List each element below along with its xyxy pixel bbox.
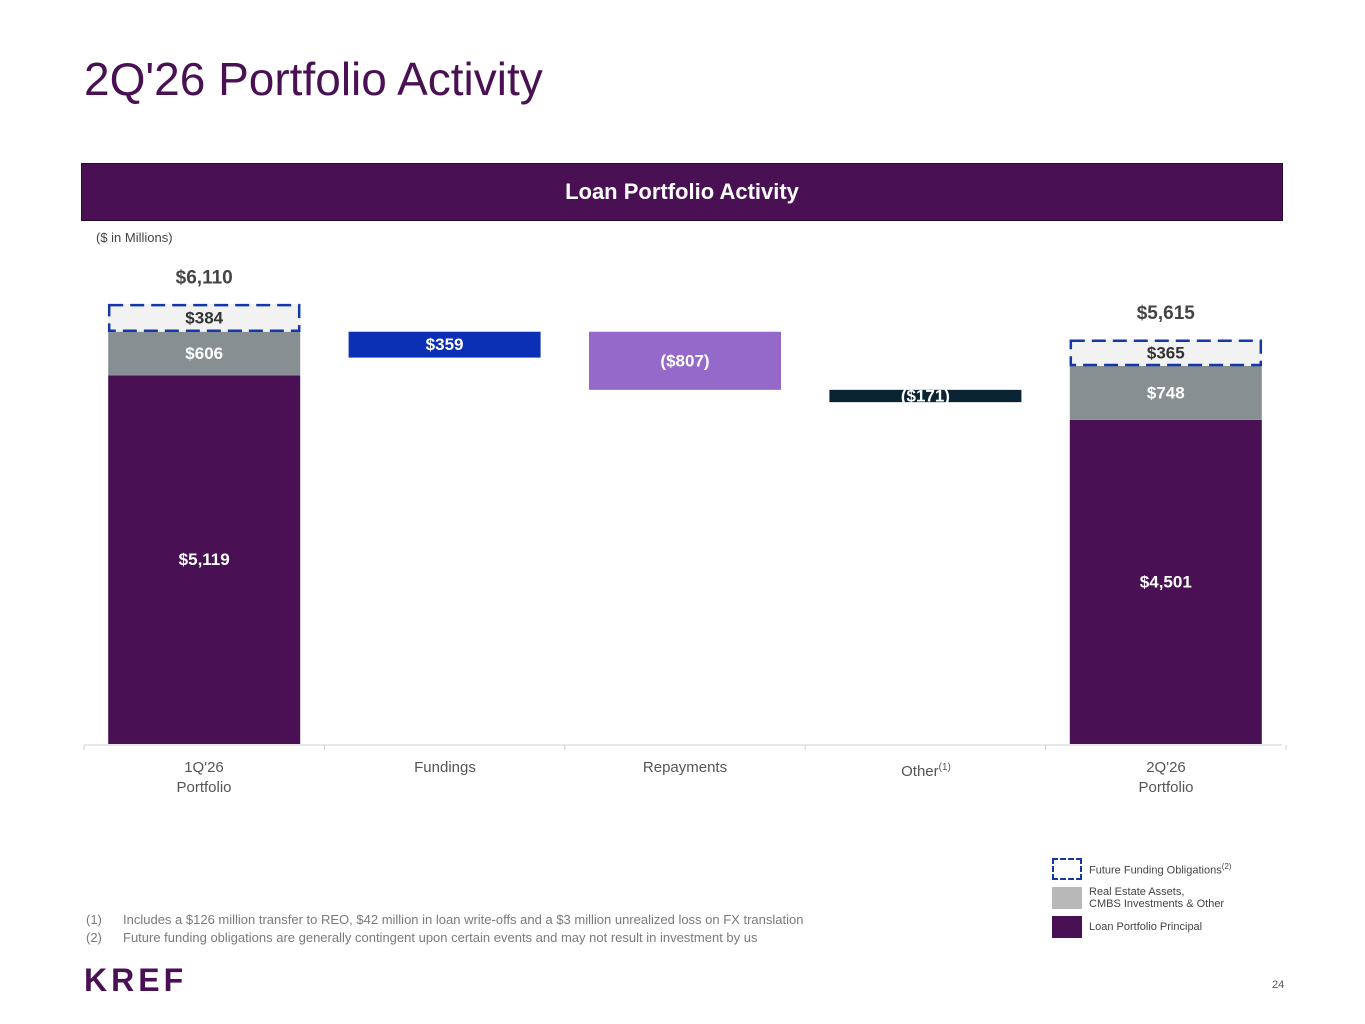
- units-label: ($ in Millions): [96, 230, 173, 245]
- bar-loan-principal: [1069, 419, 1262, 744]
- waterfall-chart: $5,119 $606 $384 $6,110 $4,501 $748 $365 $5,615…: [83, 268, 1287, 750]
- bar-real-estate: [1069, 366, 1262, 420]
- page-title: 2Q'26 Portfolio Activity: [84, 53, 543, 105]
- kref-logo: KREF: [84, 962, 188, 998]
- legend-label-real-estate: Real Estate Assets, CMBS Investments & Ot…: [1089, 886, 1225, 910]
- x-label-other: Other(1): [901, 762, 951, 780]
- bar-fundings: [348, 331, 541, 358]
- bar-real-estate: [108, 331, 301, 376]
- footnotes: (1) Includes a $126 million transfer to R…: [86, 911, 803, 947]
- bar-loan-principal: [108, 375, 301, 744]
- page-number: 24: [1272, 979, 1285, 991]
- data-label: $359: [426, 335, 464, 354]
- future-funding-outline: [1069, 339, 1263, 367]
- footnote-1: (1) Includes a $126 million transfer to R…: [86, 912, 804, 927]
- bar-future-funding: [1069, 339, 1262, 367]
- legend-item-loan-principal: Loan Portfolio Principal: [1052, 916, 1231, 938]
- data-label: ($807): [660, 351, 709, 370]
- x-label-2q26: 2Q'26 Portfolio: [1138, 759, 1194, 796]
- footnote-ref-1: (1): [938, 762, 951, 773]
- legend-item-real-estate: Real Estate Assets, CMBS Investments & Ot…: [1052, 886, 1231, 910]
- footnote-2: (2) Future funding obligations are genera…: [86, 930, 758, 945]
- x-label-repayments: Repayments: [642, 759, 728, 776]
- legend-label-future-funding: Future Funding Obligations(2): [1089, 861, 1232, 877]
- section-banner: Loan Portfolio Activity: [81, 163, 1283, 221]
- data-label: $5,119: [179, 550, 230, 569]
- data-label: $4,501: [1140, 572, 1192, 591]
- future-funding-outline: [107, 303, 301, 332]
- bar-other: [829, 389, 1022, 403]
- total-label: $5,615: [1137, 303, 1196, 324]
- legend-item-future-funding: Future Funding Obligations(2): [1052, 858, 1231, 880]
- legend-swatch-future-funding: [1052, 858, 1082, 880]
- data-label: $365: [1147, 343, 1185, 362]
- legend-swatch-loan-principal: [1052, 916, 1082, 938]
- data-label: $748: [1147, 383, 1185, 402]
- x-label-1q26: 1Q'26 Portfolio: [176, 759, 232, 796]
- data-label: ($171): [901, 386, 950, 405]
- chart-legend: Future Funding Obligations(2) Real Estat…: [1052, 858, 1231, 944]
- total-label: $6,110: [176, 268, 233, 289]
- legend-label-loan-principal: Loan Portfolio Principal: [1089, 921, 1203, 933]
- bar-repayments: [589, 331, 781, 390]
- data-label: $606: [185, 344, 223, 363]
- bar-future-funding: [108, 304, 301, 332]
- legend-swatch-real-estate: [1052, 887, 1082, 909]
- x-label-fundings: Fundings: [414, 759, 476, 776]
- data-label: $384: [185, 308, 223, 327]
